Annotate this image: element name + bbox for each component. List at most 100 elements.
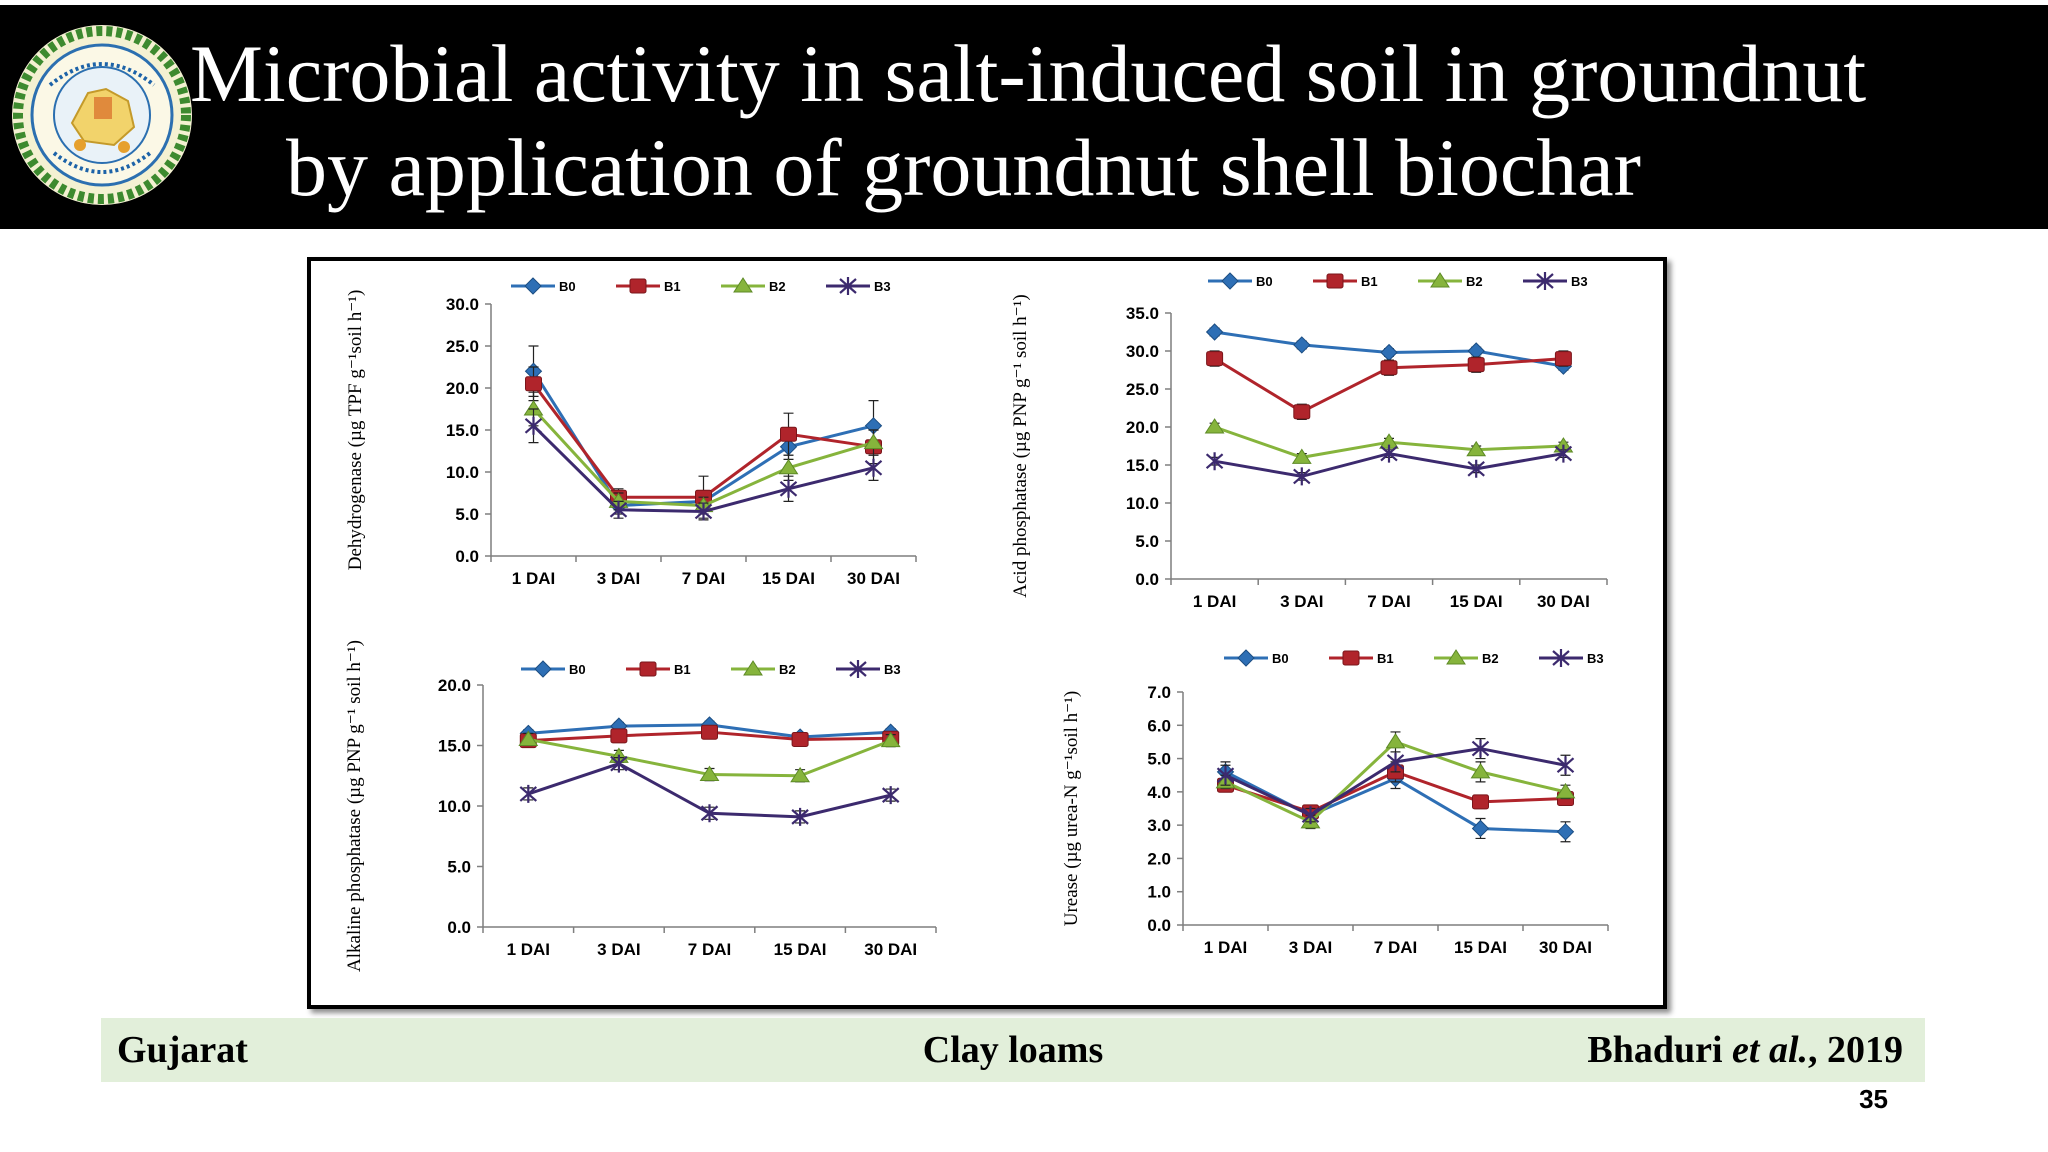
y-tick-label: 6.0 xyxy=(1147,716,1171,735)
legend-label: B2 xyxy=(1466,274,1483,289)
series-B3 xyxy=(524,408,883,521)
citation-year: , 2019 xyxy=(1808,1029,1903,1071)
footer-location: Gujarat xyxy=(117,1029,248,1071)
y-tick-label: 10.0 xyxy=(1126,494,1159,513)
y-axis-label: Dehydrogenase (µg TPF g⁻¹soil h⁻¹) xyxy=(345,290,366,571)
y-tick-label: 0.0 xyxy=(1147,916,1171,935)
data-point xyxy=(1466,440,1487,457)
x-tick-label: 3 DAI xyxy=(1280,592,1323,611)
data-point xyxy=(864,458,883,477)
x-tick-label: 1 DAI xyxy=(1193,592,1236,611)
data-point xyxy=(1554,351,1572,367)
data-point xyxy=(699,765,720,782)
data-point xyxy=(1293,404,1311,420)
data-point xyxy=(1204,418,1225,434)
y-axis-label: Acid phosphatase (µg PNP g⁻¹ soil h⁻¹) xyxy=(1010,294,1031,597)
data-point xyxy=(1470,762,1491,779)
legend-marker xyxy=(639,661,657,677)
legend-marker xyxy=(1430,272,1450,288)
legend-item-B3: B3 xyxy=(1523,272,1588,290)
data-point xyxy=(778,458,799,475)
y-tick-label: 25.0 xyxy=(446,337,479,356)
y-tick-label: 10.0 xyxy=(446,463,479,482)
data-point xyxy=(1385,733,1406,749)
legend-marker xyxy=(1221,272,1239,290)
data-point xyxy=(700,804,719,823)
legend-label: B3 xyxy=(1587,651,1604,666)
figure-panel: 0.0 5.0 10.0 15.0 20.0 25.0 30.0 1 DAI 3 DAI 7 DA… xyxy=(307,257,1667,1009)
legend-marker xyxy=(1342,650,1360,666)
legend-item-B3: B3 xyxy=(826,277,891,295)
footer-citation: Bhaduri et al., 2019 xyxy=(1587,1018,1903,1082)
data-point xyxy=(525,376,542,392)
legend-item-B2: B2 xyxy=(1418,272,1483,289)
data-point xyxy=(694,502,713,521)
y-tick-label: 7.0 xyxy=(1147,683,1171,702)
legend-label: B0 xyxy=(569,662,586,677)
legend-item-B2: B2 xyxy=(1434,649,1499,666)
x-tick-label: 7 DAI xyxy=(1367,592,1410,611)
citation-etal: et al. xyxy=(1732,1029,1808,1071)
legend-marker xyxy=(524,277,542,295)
data-point xyxy=(1205,323,1224,341)
legend-marker xyxy=(839,277,857,295)
y-tick-label: 5.0 xyxy=(455,505,479,524)
legend-item-B0: B0 xyxy=(1224,649,1289,667)
series-B3 xyxy=(1216,738,1575,825)
footer-soil-type: Clay loams xyxy=(922,1029,1104,1071)
x-tick-label: 30 DAI xyxy=(1539,938,1592,957)
x-tick-label: 30 DAI xyxy=(864,940,917,959)
data-point xyxy=(1386,752,1405,771)
y-tick-label: 5.0 xyxy=(1147,750,1171,769)
data-point xyxy=(791,807,809,826)
data-point xyxy=(519,784,538,803)
series-B1 xyxy=(525,366,882,519)
legend-item-B1: B1 xyxy=(1329,650,1394,666)
data-point xyxy=(1555,782,1576,799)
data-point xyxy=(518,730,539,746)
data-point xyxy=(880,731,901,748)
y-tick-label: 10.0 xyxy=(438,797,471,816)
x-tick-label: 7 DAI xyxy=(688,940,731,959)
x-tick-label: 1 DAI xyxy=(512,569,555,588)
x-tick-label: 30 DAI xyxy=(847,569,900,588)
series-B1 xyxy=(1206,350,1572,420)
legend-label: B2 xyxy=(779,662,796,677)
data-point xyxy=(1216,766,1235,785)
legend-item-B2: B2 xyxy=(731,660,796,677)
legend-label: B1 xyxy=(1361,274,1378,289)
data-point xyxy=(609,500,628,519)
data-point xyxy=(1471,819,1490,838)
data-point xyxy=(1206,351,1224,367)
legend-label: B2 xyxy=(1482,651,1499,666)
legend-item-B1: B1 xyxy=(626,661,691,677)
charts-canvas: 0.0 5.0 10.0 15.0 20.0 25.0 30.0 1 DAI 3 DAI 7 DA… xyxy=(344,272,1609,972)
data-point xyxy=(1556,756,1575,775)
legend-marker xyxy=(1446,649,1466,665)
legend-item-B1: B1 xyxy=(616,278,681,294)
series-B3 xyxy=(519,754,900,826)
x-tick-label: 15 DAI xyxy=(774,940,827,959)
data-point xyxy=(779,479,798,498)
y-tick-label: 20.0 xyxy=(446,379,479,398)
y-tick-label: 5.0 xyxy=(1135,532,1159,551)
data-point xyxy=(1556,823,1575,841)
legend-label: B3 xyxy=(1571,274,1588,289)
y-tick-label: 5.0 xyxy=(447,858,471,877)
series-B3 xyxy=(1205,444,1573,486)
data-point xyxy=(790,766,811,783)
data-point xyxy=(1291,448,1312,464)
legend-marker xyxy=(534,660,552,678)
legend-marker xyxy=(743,660,763,676)
data-point xyxy=(881,786,900,805)
state-emblem-logo xyxy=(12,25,192,205)
x-tick-label: 15 DAI xyxy=(1454,938,1507,957)
slide-header: Microbial activity in salt-induced soil … xyxy=(0,5,2048,229)
legend-label: B3 xyxy=(884,662,901,677)
legend-marker xyxy=(733,277,753,293)
x-tick-label: 1 DAI xyxy=(507,940,550,959)
legend-item-B0: B0 xyxy=(1208,272,1273,290)
data-point xyxy=(610,728,628,744)
y-tick-label: 1.0 xyxy=(1147,883,1171,902)
chart-2: 0.0 5.0 10.0 15.0 20.0 25.0 30.0 35.0 1 DAI 3 DAI… xyxy=(1010,272,1608,611)
